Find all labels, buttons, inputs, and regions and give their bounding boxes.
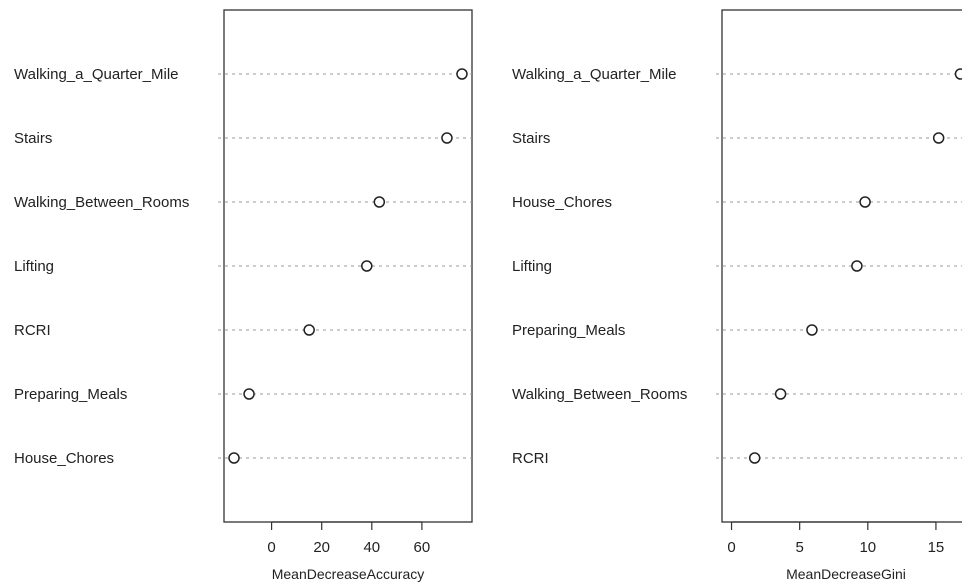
data-point bbox=[361, 260, 373, 272]
category-label: Preparing_Meals bbox=[512, 322, 625, 339]
x-tick-label: 20 bbox=[313, 539, 330, 556]
data-point bbox=[859, 196, 871, 208]
x-axis-title-gini: MeanDecreaseGini bbox=[786, 566, 906, 582]
x-tick-label: 60 bbox=[414, 539, 431, 556]
data-point bbox=[954, 68, 962, 80]
x-tick-label: 0 bbox=[267, 539, 275, 556]
data-point bbox=[932, 132, 945, 144]
category-label: Walking_Between_Rooms bbox=[512, 386, 687, 403]
panel-gini: Walking_a_Quarter_Mile Stairs House_Chores… bbox=[512, 9, 962, 582]
category-label: Lifting bbox=[14, 258, 54, 275]
x-tick-label: 0 bbox=[727, 539, 735, 556]
data-point bbox=[806, 324, 818, 336]
data-point bbox=[228, 452, 240, 464]
data-point bbox=[441, 132, 453, 144]
data-point bbox=[851, 260, 863, 272]
category-label: Walking_Between_Rooms bbox=[14, 194, 189, 211]
x-tick-label: 15 bbox=[928, 539, 945, 556]
data-point bbox=[456, 68, 468, 80]
data-point bbox=[303, 324, 315, 336]
category-label: RCRI bbox=[512, 450, 549, 467]
data-point bbox=[774, 388, 787, 400]
data-point bbox=[373, 196, 386, 208]
x-tick-label: 10 bbox=[859, 539, 876, 556]
x-axis-title-accuracy: MeanDecreaseAccuracy bbox=[272, 566, 425, 582]
x-tick-label: 40 bbox=[363, 539, 380, 556]
category-label: Stairs bbox=[512, 130, 550, 147]
category-label: Stairs bbox=[14, 130, 52, 147]
category-label: Lifting bbox=[512, 258, 552, 275]
x-tick-label: 5 bbox=[795, 539, 803, 556]
panel-accuracy: Walking_a_Quarter_Mile Stairs Walking_Betw… bbox=[14, 9, 473, 582]
category-label: Walking_a_Quarter_Mile bbox=[14, 66, 179, 83]
data-point bbox=[748, 452, 761, 464]
category-label: Preparing_Meals bbox=[14, 386, 127, 403]
data-point bbox=[243, 388, 255, 400]
category-label: House_Chores bbox=[512, 194, 612, 211]
category-label: House_Chores bbox=[14, 450, 114, 467]
category-label: Walking_a_Quarter_Mile bbox=[512, 66, 677, 83]
category-label: RCRI bbox=[14, 322, 51, 339]
